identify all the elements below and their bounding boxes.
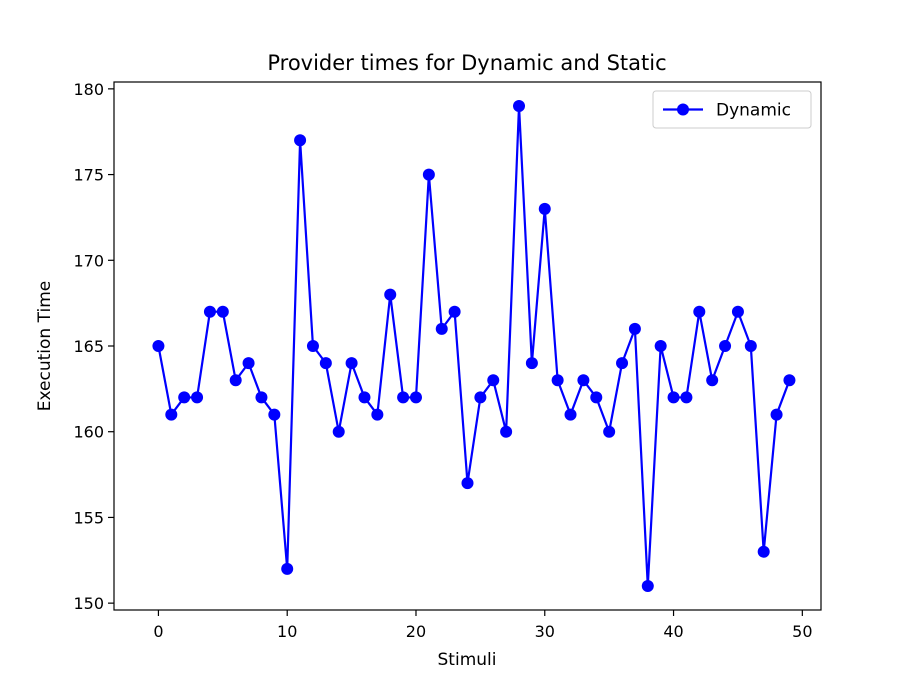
x-tick-label: 30 [535,622,555,641]
data-point [525,357,538,370]
data-point [152,340,165,352]
legend-marker [677,103,689,116]
legend-label: Dynamic [716,101,791,121]
data-point [706,374,719,387]
x-axis-label: Stimuli [438,650,497,670]
data-point [564,408,577,421]
data-point [216,305,229,318]
chart-title: Provider times for Dynamic and Static [267,51,666,75]
data-point [281,562,294,575]
data-point [500,425,513,438]
axes: 0 10 20 30 40 50 150 155 160 165 170 175 180 [73,80,822,641]
data-point [551,374,564,387]
data-point [654,340,667,352]
data-point [345,357,358,370]
data-point [178,391,191,404]
data-point [719,340,732,352]
data-point [422,168,435,181]
y-tick-label: 150 [73,594,104,613]
y-tick-label: 165 [73,337,104,356]
data-point [693,305,706,318]
data-point [513,100,526,112]
data-point [770,408,783,421]
data-point [306,340,319,352]
data-point [603,425,616,438]
data-point [628,322,641,335]
data-point [319,357,332,370]
data-point [474,391,487,404]
data-point [255,391,268,404]
legend-box [652,90,812,129]
x-tick-label: 0 [153,622,163,641]
data-point [641,580,654,592]
data-point [294,134,307,147]
x-tick-label: 20 [406,622,426,641]
y-tick-label: 155 [73,508,104,527]
y-tick-label: 160 [73,423,104,442]
data-point [538,202,551,215]
data-point [487,374,500,387]
data-point [191,391,204,404]
y-axis-label: Execution Time [35,281,55,411]
y-tick-label: 170 [73,251,104,270]
data-point [332,425,345,438]
y-tick-label: 175 [73,166,104,185]
data-point [744,340,757,352]
data-point [384,288,397,301]
x-tick-label: 50 [792,622,812,641]
data-point [371,408,384,421]
data-point [783,374,796,387]
data-point [409,391,422,404]
data-point [577,374,590,387]
data-point [667,391,680,404]
legend: Dynamic [652,90,812,129]
data-point [358,391,371,404]
data-point [590,391,603,404]
data-point [616,357,629,370]
data-point [268,408,281,421]
data-point [448,305,461,318]
data-point [757,545,770,558]
data-point [397,391,410,404]
x-tick-label: 40 [663,622,683,641]
y-tick-label: 180 [73,80,104,99]
data-point [435,322,448,335]
data-point [680,391,693,404]
data-point [203,305,216,318]
data-point [229,374,242,387]
x-tick-label: 10 [277,622,297,641]
data-point [461,477,474,490]
data-point [165,408,178,421]
plot-area [152,100,796,592]
data-point [242,357,255,370]
data-point [731,305,744,318]
